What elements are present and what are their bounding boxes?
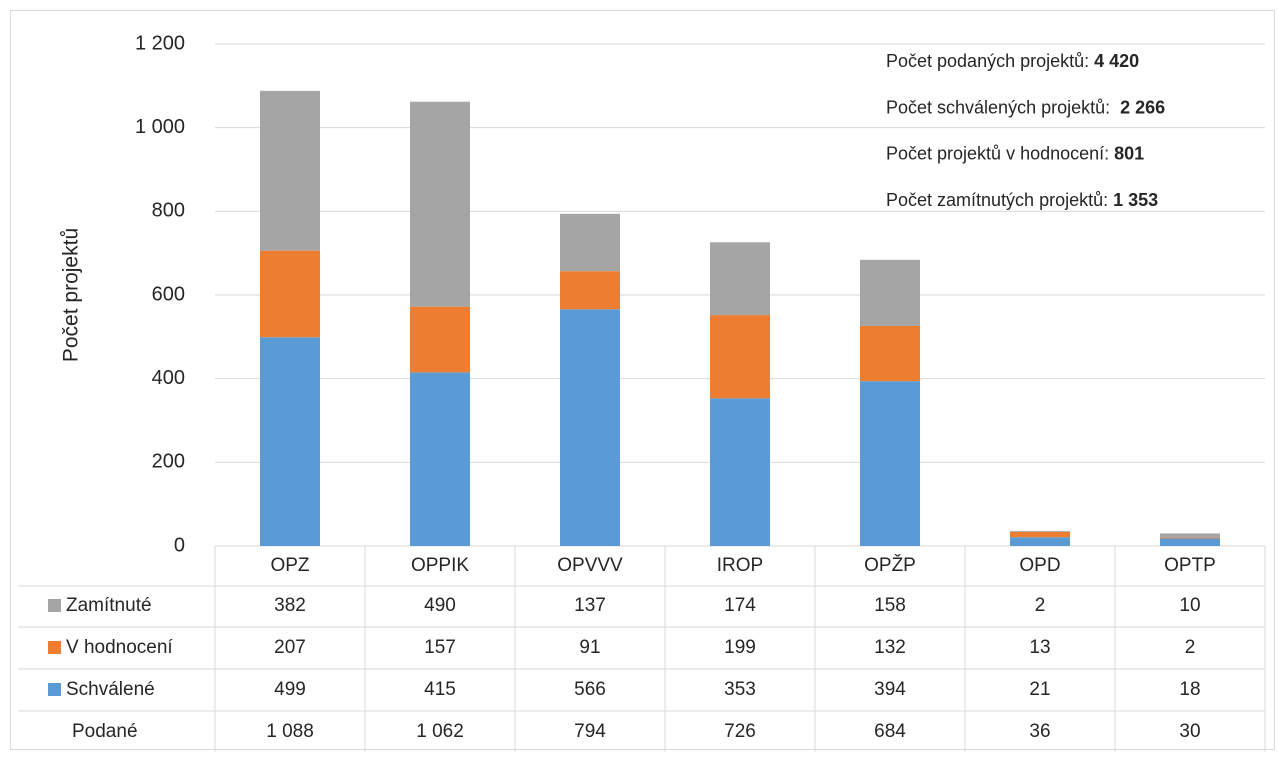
table-cell: 353 — [724, 679, 756, 700]
legend-key — [48, 641, 61, 654]
table-cell: 415 — [424, 679, 456, 700]
bar-segment — [1160, 538, 1220, 546]
table-cell: 2 — [1035, 595, 1046, 616]
annotation-value: 1 353 — [1113, 190, 1158, 210]
table-cell: 794 — [574, 721, 606, 742]
bar-segment — [410, 306, 470, 373]
table-cell: 566 — [574, 679, 606, 700]
x-tick-label: OPZ — [270, 555, 309, 576]
bar-segment — [860, 325, 920, 382]
bar-segment — [1010, 537, 1070, 546]
table-cell: 1 088 — [266, 721, 314, 742]
table-cell: 726 — [724, 721, 756, 742]
bar-segment — [1160, 533, 1220, 538]
bar-segment — [860, 259, 920, 326]
table-cell: 91 — [579, 637, 600, 658]
annotation-value: 801 — [1114, 143, 1144, 163]
table-cell: 684 — [874, 721, 906, 742]
table-row-label: Podané — [72, 721, 138, 742]
table-cell: 394 — [874, 679, 906, 700]
annotation-value: 4 420 — [1094, 51, 1139, 71]
table-cell: 207 — [274, 637, 306, 658]
annotation-label: Počet projektů v hodnocení: — [886, 143, 1109, 163]
table-cell: 18 — [1179, 679, 1200, 700]
bar-segment — [560, 213, 620, 272]
annotation: Počet schválených projektů: 2 266 — [886, 97, 1165, 117]
legend-key — [48, 683, 61, 696]
bar-segment — [1010, 531, 1070, 538]
y-tick-label: 400 — [152, 367, 185, 389]
bar-segment — [560, 271, 620, 310]
table-cell: 137 — [574, 595, 606, 616]
annotation: Počet projektů v hodnocení: 801 — [886, 143, 1144, 163]
table-cell: 158 — [874, 595, 906, 616]
table-cell: 382 — [274, 595, 306, 616]
table-cell: 1 062 — [416, 721, 464, 742]
bar-segment — [410, 372, 470, 546]
table-cell: 2 — [1185, 637, 1196, 658]
bar-segment — [710, 242, 770, 316]
annotation-label: Počet podaných projektů: — [886, 51, 1089, 71]
x-tick-label: OPPIK — [411, 555, 469, 576]
table-cell: 499 — [274, 679, 306, 700]
table-cell: 10 — [1179, 595, 1200, 616]
bar-segment — [710, 315, 770, 399]
table-cell: 30 — [1179, 721, 1200, 742]
bar-segment — [560, 309, 620, 546]
table-cell: 490 — [424, 595, 456, 616]
bar-segment — [710, 398, 770, 546]
legend-label: Schválené — [66, 679, 155, 700]
table-cell: 174 — [724, 595, 756, 616]
y-tick-label: 1 200 — [135, 32, 185, 54]
table-cell: 199 — [724, 637, 756, 658]
table-cell: 36 — [1029, 721, 1050, 742]
bar-segment — [260, 337, 320, 546]
y-tick-label: 0 — [174, 534, 185, 556]
y-axis-label: Počet projektů — [60, 228, 83, 362]
x-tick-label: OPVVV — [557, 555, 623, 576]
legend-label: V hodnocení — [66, 637, 173, 658]
bar-segment — [860, 381, 920, 546]
table-cell: 157 — [424, 637, 456, 658]
y-tick-label: 200 — [152, 451, 185, 473]
annotation-label: Počet schválených projektů: — [886, 97, 1115, 117]
x-tick-label: OPŽP — [864, 554, 916, 576]
annotation: Počet podaných projektů: 4 420 — [886, 51, 1139, 71]
bar-segment — [1010, 530, 1070, 532]
legend-label: Zamítnuté — [66, 595, 152, 616]
bar-segment — [260, 90, 320, 251]
y-tick-label: 800 — [152, 200, 185, 222]
bar-segment — [410, 101, 470, 307]
chart-border — [10, 10, 1275, 750]
bar-segment — [260, 250, 320, 338]
table-cell: 13 — [1029, 637, 1050, 658]
table-cell: 132 — [874, 637, 906, 658]
x-tick-label: OPTP — [1164, 555, 1216, 576]
annotation: Počet zamítnutých projektů: 1 353 — [886, 190, 1158, 210]
table-cell: 21 — [1029, 679, 1050, 700]
x-tick-label: IROP — [717, 555, 763, 576]
x-tick-label: OPD — [1019, 555, 1060, 576]
annotation-label: Počet zamítnutých projektů: — [886, 190, 1108, 210]
legend-key — [48, 599, 61, 612]
bar-segment — [1160, 537, 1220, 539]
y-tick-label: 600 — [152, 283, 185, 305]
y-tick-label: 1 000 — [135, 116, 185, 138]
annotation-value: 2 266 — [1120, 97, 1165, 117]
